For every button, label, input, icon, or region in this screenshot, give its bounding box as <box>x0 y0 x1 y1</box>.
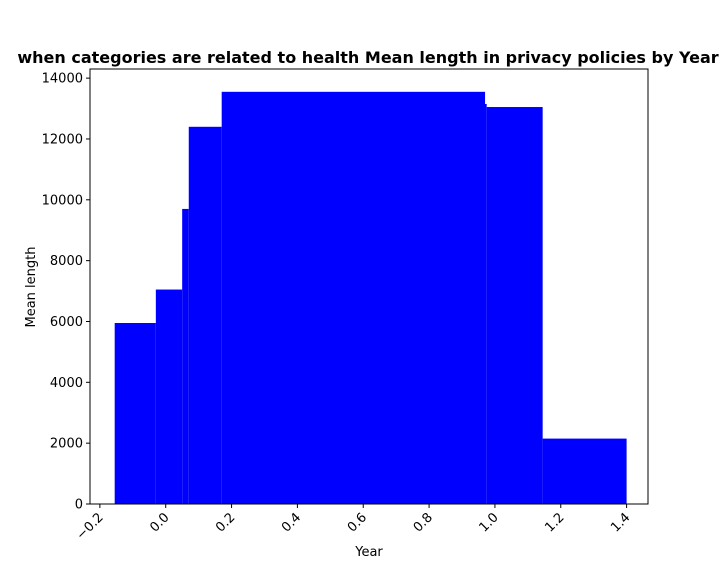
y-axis: 0 2000 4000 6000 8000 10000 12000 14000 <box>42 72 90 513</box>
x-tick-label: −0.2 <box>74 510 107 543</box>
y-tick-label: 4000 <box>50 376 83 391</box>
y-tick-label: 12000 <box>42 132 83 147</box>
bar-1 <box>155 289 183 504</box>
x-tick-label: 1.0 <box>477 510 502 535</box>
bars-group <box>114 91 627 505</box>
plot-frame <box>89 68 649 505</box>
bar-0 <box>114 323 156 504</box>
x-tick-label: 1.4 <box>608 510 633 535</box>
bar-4 <box>221 91 486 504</box>
bar-7 <box>542 438 627 504</box>
y-tick-label: 14000 <box>42 72 83 87</box>
x-axis-label: Year <box>354 545 383 560</box>
bar-6 <box>486 107 543 504</box>
chart-title: when categories are related to health Me… <box>17 48 718 67</box>
x-tick-label: 0.8 <box>411 510 436 535</box>
y-tick-label: 8000 <box>50 254 83 269</box>
x-tick-label: 1.2 <box>542 510 567 535</box>
y-tick-label: 0 <box>75 498 83 513</box>
x-axis: −0.2 0.0 0.2 0.4 0.6 0.8 1.0 1.2 1.4 <box>74 504 633 543</box>
y-tick-label: 6000 <box>50 315 83 330</box>
y-tick-label: 2000 <box>50 437 83 452</box>
bar-5 <box>483 103 487 505</box>
x-tick-label: 0.2 <box>213 510 238 535</box>
y-axis-label: Mean length <box>24 247 39 328</box>
bar-3 <box>188 126 222 504</box>
x-tick-label: 0.0 <box>147 510 172 535</box>
bar-2 <box>182 208 189 505</box>
x-tick-label: 0.6 <box>345 510 370 535</box>
y-tick-label: 10000 <box>42 193 83 208</box>
x-tick-label: 0.4 <box>279 510 304 535</box>
